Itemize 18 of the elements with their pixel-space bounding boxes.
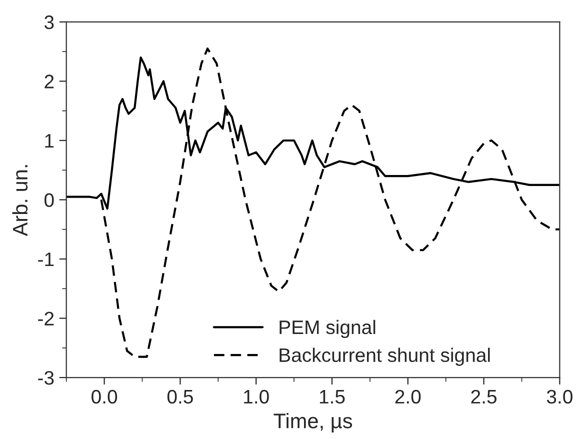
y-tick-label: 0 [44,193,54,207]
x-axis-title: Time, µs [274,413,352,432]
x-tick-label: 2.0 [395,390,421,404]
x-tick-label: 2.5 [471,390,496,404]
y-tick-label: -2 [38,312,54,326]
y-tick-label: -3 [38,371,54,385]
x-tick-label: 0.0 [92,390,118,404]
y-tick-label: 1 [45,134,54,148]
x-tick-label: 1.0 [244,390,269,404]
y-tick-label: 3 [44,15,54,30]
x-tick-label: 0.5 [167,390,193,404]
y-tick-label: 2 [44,74,54,88]
x-tick-label: 1.5 [320,390,345,404]
x-tick-label: 3.0 [546,390,572,404]
y-tick-label: -1 [38,252,54,266]
y-axis-title: Arb. un. [12,165,28,236]
legend-label: Backcurrent shunt signal [280,348,490,366]
legend-label: PEM signal [280,320,376,338]
